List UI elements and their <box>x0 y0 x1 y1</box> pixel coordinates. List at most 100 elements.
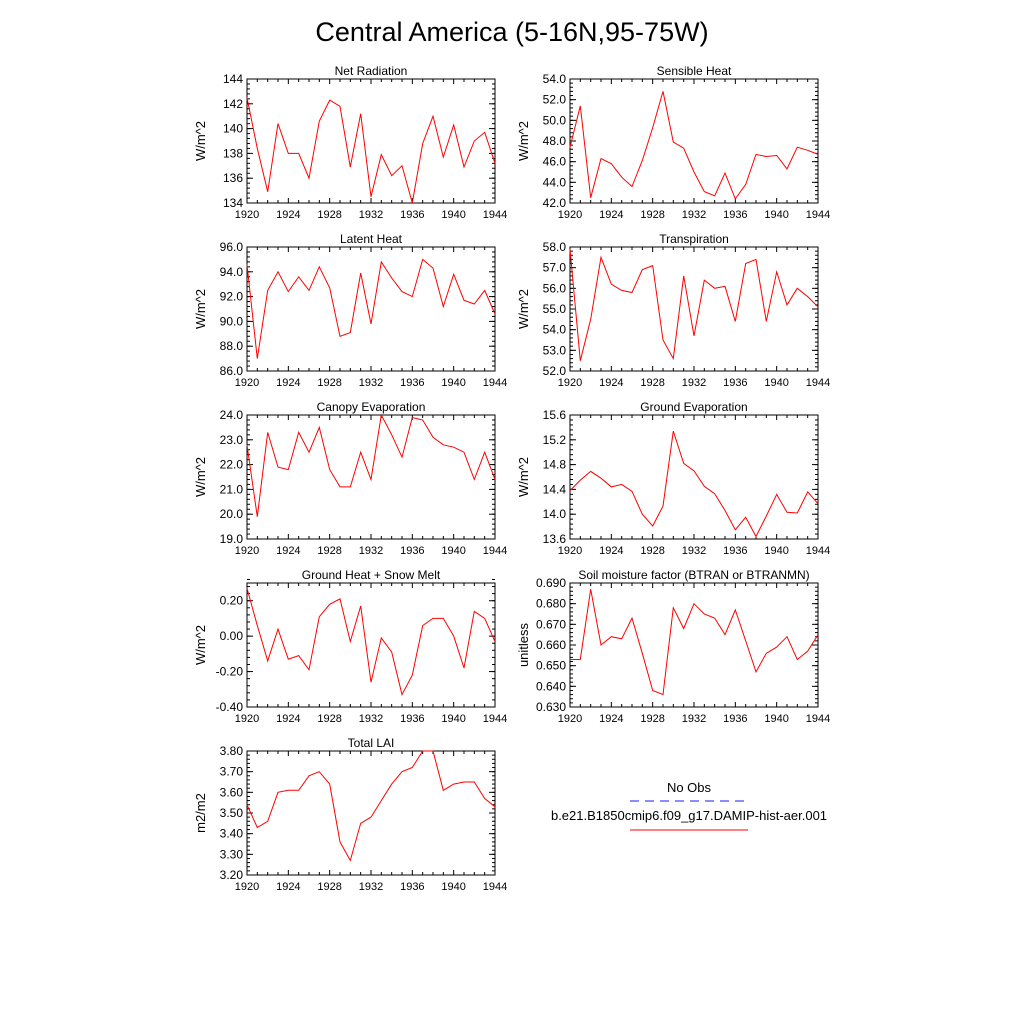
x-tick-label: 1936 <box>723 545 747 557</box>
x-tick-label: 1920 <box>558 209 582 221</box>
x-tick-label: 1936 <box>400 545 424 557</box>
chart-title: Soil moisture factor (BTRAN or BTRANMN) <box>578 568 809 582</box>
y-tick-label: 14.0 <box>543 507 567 521</box>
y-tick-label: 3.80 <box>220 744 244 758</box>
x-tick-label: 1936 <box>400 881 424 893</box>
x-tick-label: 1924 <box>599 713 623 725</box>
x-tick-label: 1944 <box>806 209 830 221</box>
y-tick-label: 13.6 <box>543 532 567 546</box>
y-tick-label: 53.0 <box>543 343 567 357</box>
x-tick-label: 1940 <box>441 713 465 725</box>
chart-panel-6: 1920 1924 1928 1932 1936 1940 1944 -0.40 -0.20 0.… <box>193 568 507 725</box>
x-tick-label: 1924 <box>276 209 300 221</box>
chart-panel-7: 1920 1924 1928 1932 1936 1940 1944 0.630 0.640 0.… <box>516 568 830 725</box>
x-tick-label: 1944 <box>806 713 830 725</box>
y-tick-label: 0.00 <box>220 629 244 643</box>
chart-panel-3: 1920 1924 1928 1932 1936 1940 1944 52.0 53.0 54.0… <box>516 232 830 389</box>
y-tick-label: 48.0 <box>543 134 567 148</box>
plot-frame <box>246 750 496 876</box>
y-tick-label: 21.0 <box>220 482 244 496</box>
x-tick-label: 1928 <box>640 545 664 557</box>
x-tick-label: 1936 <box>400 377 424 389</box>
x-tick-label: 1940 <box>764 545 788 557</box>
x-tick-label: 1928 <box>317 545 341 557</box>
legend: No Obs b.e21.B1850cmip6.f09_g17.DAMIP-hi… <box>551 780 827 831</box>
y-tick-label: 52.0 <box>543 93 567 107</box>
x-tick-label: 1932 <box>359 713 383 725</box>
y-tick-label: 50.0 <box>543 113 567 127</box>
y-tick-label: 0.680 <box>536 597 566 611</box>
y-tick-label: 90.0 <box>220 314 244 328</box>
y-axis-label: W/m^2 <box>516 289 531 329</box>
series-line-0 <box>246 413 496 517</box>
y-axis-label: W/m^2 <box>193 457 208 497</box>
chart-title: Ground Evaporation <box>640 400 747 414</box>
plot-frame <box>569 246 819 372</box>
y-tick-label: 0.650 <box>536 659 566 673</box>
x-tick-label: 1932 <box>682 377 706 389</box>
y-tick-label: 54.0 <box>543 72 567 86</box>
panels: 1920 1924 1928 1932 1936 1940 1944 134 136 138 140… <box>193 64 830 893</box>
y-axis-label: unitless <box>516 622 531 667</box>
x-tick-label: 1940 <box>764 209 788 221</box>
x-tick-label: 1924 <box>599 377 623 389</box>
chart-title: Ground Heat + Snow Melt <box>302 568 441 582</box>
y-tick-label: 23.0 <box>220 433 244 447</box>
y-tick-label: 15.2 <box>543 433 567 447</box>
x-tick-label: 1944 <box>483 377 507 389</box>
x-tick-label: 1928 <box>640 713 664 725</box>
y-tick-label: -0.20 <box>216 665 244 679</box>
y-tick-label: 92.0 <box>220 290 244 304</box>
y-tick-label: 3.70 <box>220 765 244 779</box>
x-tick-label: 1944 <box>806 545 830 557</box>
y-tick-label: 24.0 <box>220 408 244 422</box>
page-title: Central America (5-16N,95-75W) <box>315 17 708 47</box>
x-tick-label: 1928 <box>640 209 664 221</box>
y-tick-label: 56.0 <box>543 281 567 295</box>
x-tick-label: 1944 <box>483 881 507 893</box>
x-tick-label: 1928 <box>317 881 341 893</box>
y-axis-label: W/m^2 <box>193 121 208 161</box>
y-tick-label: 19.0 <box>220 532 244 546</box>
y-tick-label: 88.0 <box>220 339 244 353</box>
chart-panel-0: 1920 1924 1928 1932 1936 1940 1944 134 136 138 140… <box>193 64 507 221</box>
series-line-0 <box>246 258 496 359</box>
series-line-0 <box>569 249 819 361</box>
series-line-0 <box>569 91 819 200</box>
x-tick-label: 1944 <box>483 209 507 221</box>
y-tick-label: 42.0 <box>543 196 567 210</box>
x-tick-label: 1936 <box>723 377 747 389</box>
x-tick-label: 1920 <box>558 713 582 725</box>
y-axis-label: W/m^2 <box>193 289 208 329</box>
plot-frame <box>569 582 819 708</box>
y-tick-label: 0.670 <box>536 617 566 631</box>
plot-frame <box>569 414 819 540</box>
y-tick-label: 55.0 <box>543 302 567 316</box>
x-tick-label: 1920 <box>235 209 259 221</box>
x-tick-label: 1932 <box>359 209 383 221</box>
y-tick-label: 3.60 <box>220 785 244 799</box>
y-tick-label: 96.0 <box>220 240 244 254</box>
x-tick-label: 1928 <box>317 377 341 389</box>
y-tick-label: 57.0 <box>543 261 567 275</box>
chart-title: Canopy Evaporation <box>317 400 426 414</box>
y-axis-label: W/m^2 <box>516 457 531 497</box>
chart-title: Net Radiation <box>335 64 408 78</box>
x-tick-label: 1928 <box>317 713 341 725</box>
x-tick-label: 1936 <box>400 209 424 221</box>
y-tick-label: 58.0 <box>543 240 567 254</box>
x-tick-label: 1944 <box>483 713 507 725</box>
series-line-0 <box>246 750 496 862</box>
y-tick-label: 144 <box>223 72 243 86</box>
x-tick-label: 1932 <box>682 545 706 557</box>
x-tick-label: 1932 <box>682 713 706 725</box>
x-tick-label: 1924 <box>276 713 300 725</box>
y-tick-label: 0.690 <box>536 576 566 590</box>
y-tick-label: 140 <box>223 122 243 136</box>
y-tick-label: 138 <box>223 146 243 160</box>
x-tick-label: 1940 <box>441 209 465 221</box>
y-tick-label: 0.630 <box>536 700 566 714</box>
chart-title: Transpiration <box>659 232 729 246</box>
series-line-0 <box>246 97 496 204</box>
